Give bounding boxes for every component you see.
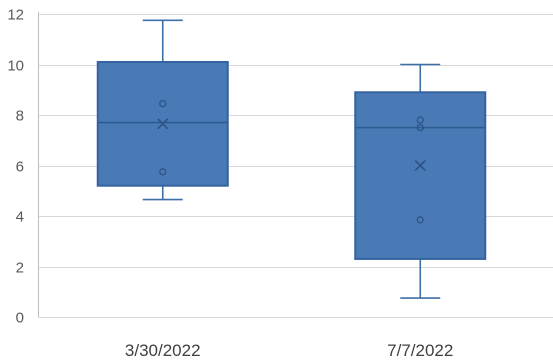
y-tick-label-6: 6 xyxy=(16,159,24,176)
inner-point-1 xyxy=(159,99,167,108)
y-tick-label-10: 10 xyxy=(7,58,24,75)
inner-point-3 xyxy=(416,216,424,224)
x-category-label-2: 7/7/2022 xyxy=(387,341,453,360)
y-tick-labels: 0 2 4 6 8 10 12 xyxy=(7,7,24,327)
inner-point-2 xyxy=(159,168,167,176)
inner-point-1 xyxy=(416,116,424,124)
box-group-1 xyxy=(96,19,229,201)
mean-marker xyxy=(157,118,169,130)
boxes xyxy=(96,19,487,299)
y-tick-label-2: 2 xyxy=(16,260,24,277)
x-category-labels: 3/30/2022 7/7/2022 xyxy=(125,341,453,360)
y-tick-label-0: 0 xyxy=(16,310,24,327)
mean-marker xyxy=(414,159,426,172)
y-tick-label-4: 4 xyxy=(16,209,24,226)
iqr-box xyxy=(354,91,487,260)
x-category-label-1: 3/30/2022 xyxy=(125,341,201,360)
y-tick-label-8: 8 xyxy=(16,108,24,125)
y-tick-label-12: 12 xyxy=(7,7,24,24)
inner-point-2 xyxy=(416,123,424,132)
box-group-2 xyxy=(354,63,487,299)
